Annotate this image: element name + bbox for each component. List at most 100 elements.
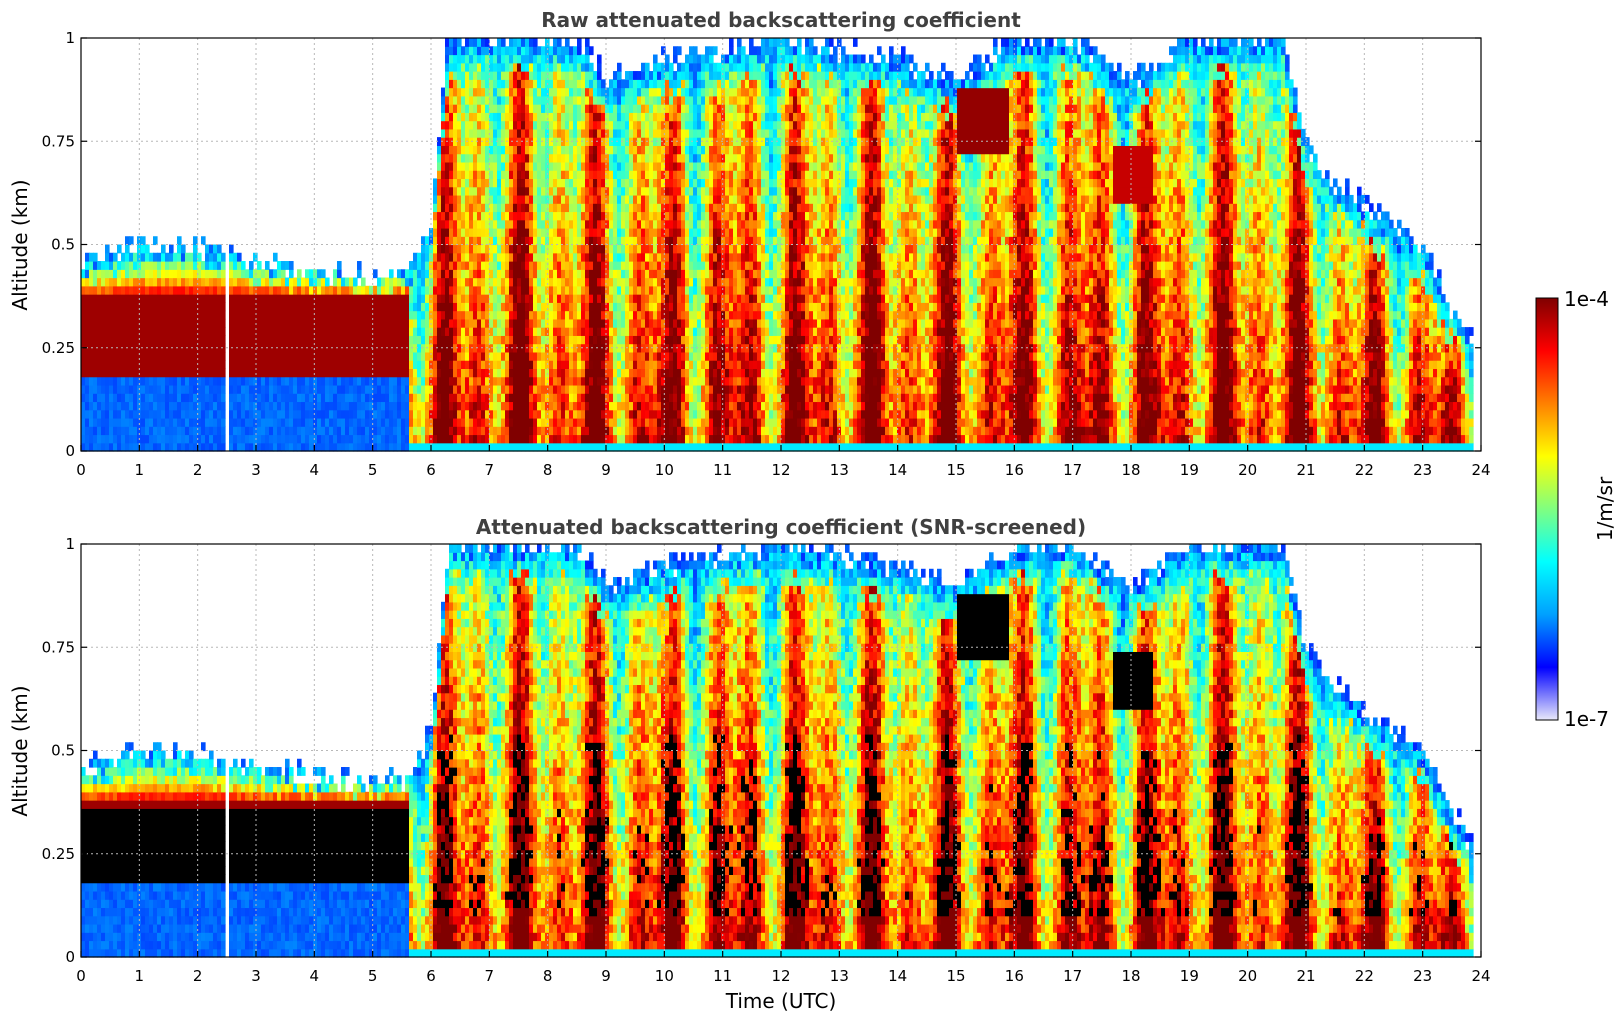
heatmap-cell (469, 211, 474, 220)
heatmap-cell (165, 294, 170, 303)
heatmap-cell (633, 327, 638, 336)
heatmap-cell (517, 63, 522, 72)
heatmap-cell (657, 261, 662, 270)
heatmap-cell (457, 154, 462, 163)
heatmap-cell (445, 393, 450, 402)
heatmap-cell (589, 46, 594, 55)
heatmap-cell (465, 96, 470, 105)
heatmap-cell (417, 393, 422, 402)
heatmap-cell (533, 269, 538, 278)
heatmap-cell (249, 426, 254, 435)
heatmap-cell (573, 178, 578, 187)
heatmap-cell (145, 335, 150, 344)
heatmap-cell (185, 410, 190, 419)
heatmap-cell (85, 286, 90, 295)
heatmap-cell (465, 278, 470, 287)
heatmap-cell (577, 236, 582, 245)
heatmap-cell (249, 434, 254, 443)
heatmap-cell (317, 278, 322, 287)
heatmap-cell (81, 426, 86, 435)
heatmap-cell (85, 443, 90, 452)
heatmap-cell (585, 286, 590, 295)
heatmap-cell (233, 393, 238, 402)
heatmap-cell (89, 401, 94, 410)
heatmap-cell (185, 319, 190, 328)
heatmap-cell (649, 145, 654, 154)
heatmap-cell (557, 178, 562, 187)
heatmap-cell (637, 203, 642, 212)
heatmap-cell (633, 228, 638, 237)
heatmap-cell (657, 327, 662, 336)
heatmap-cell (93, 335, 98, 344)
heatmap-cell (537, 393, 542, 402)
heatmap-cell (461, 178, 466, 187)
heatmap-cell (281, 434, 286, 443)
heatmap-cell (449, 245, 454, 254)
heatmap-cell (637, 410, 642, 419)
heatmap-cell (601, 187, 606, 196)
heatmap-cell (601, 154, 606, 163)
heatmap-cell (549, 418, 554, 427)
heatmap-cell (453, 377, 458, 386)
heatmap-cell (149, 253, 154, 262)
heatmap-cell (657, 154, 662, 163)
heatmap-cell (673, 195, 678, 204)
heatmap-cell (437, 170, 442, 179)
heatmap-cell (649, 170, 654, 179)
heatmap-cell (617, 154, 622, 163)
heatmap-cell (437, 220, 442, 229)
heatmap-cell (277, 385, 282, 394)
heatmap-cell (569, 335, 574, 344)
heatmap-cell (549, 203, 554, 212)
heatmap-cell (437, 401, 442, 410)
heatmap-cell (373, 393, 378, 402)
heatmap-cell (525, 360, 530, 369)
heatmap-cell (349, 393, 354, 402)
heatmap-cell (185, 443, 190, 452)
heatmap-cell (249, 261, 254, 270)
heatmap-cell (301, 401, 306, 410)
heatmap-cell (577, 71, 582, 80)
heatmap-cell (641, 327, 646, 336)
heatmap-cell (493, 377, 498, 386)
heatmap-cell (481, 129, 486, 138)
heatmap-cell (281, 319, 286, 328)
heatmap-cell (573, 385, 578, 394)
heatmap-cell (673, 211, 678, 220)
heatmap-cell (621, 311, 626, 320)
heatmap-cell (473, 319, 478, 328)
heatmap-cell (589, 187, 594, 196)
heatmap-cell (165, 269, 170, 278)
heatmap-cell (357, 327, 362, 336)
heatmap-cell (385, 278, 390, 287)
heatmap-cell (93, 377, 98, 386)
heatmap-cell (589, 236, 594, 245)
heatmap-cell (505, 55, 510, 64)
heatmap-cell (541, 112, 546, 121)
heatmap-cell (557, 278, 562, 287)
heatmap-cell (577, 46, 582, 55)
heatmap-cell (537, 360, 542, 369)
heatmap-cell (289, 294, 294, 303)
heatmap-cell (533, 178, 538, 187)
heatmap-cell (249, 335, 254, 344)
heatmap-cell (657, 63, 662, 72)
heatmap-cell (325, 443, 330, 452)
heatmap-cell (265, 302, 270, 311)
heatmap-cell (577, 426, 582, 435)
heatmap-cell (233, 261, 238, 270)
heatmap-cell (373, 327, 378, 336)
heatmap-cell (405, 426, 410, 435)
heatmap-cell (573, 294, 578, 303)
heatmap-cell (301, 360, 306, 369)
heatmap-cell (561, 327, 566, 336)
heatmap-cell (473, 261, 478, 270)
heatmap-cell (669, 170, 674, 179)
heatmap-cell (565, 302, 570, 311)
heatmap-cell (309, 319, 314, 328)
heatmap-cell (625, 278, 630, 287)
heatmap-cell (625, 302, 630, 311)
heatmap-cell (601, 88, 606, 97)
heatmap-cell (93, 319, 98, 328)
heatmap-cell (121, 410, 126, 419)
